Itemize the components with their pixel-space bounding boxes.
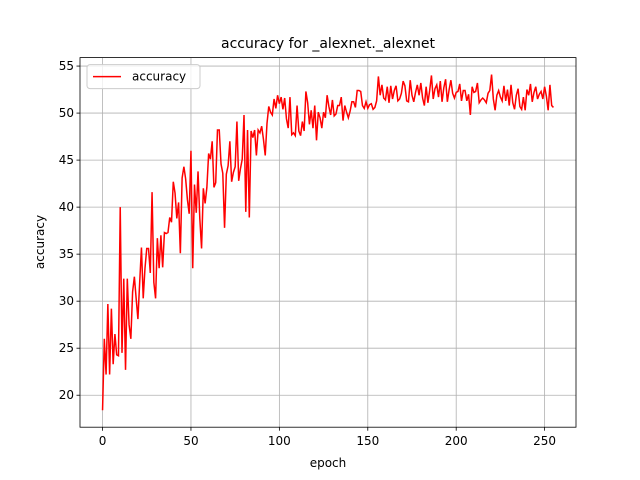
y-tick-label: 50 bbox=[59, 106, 74, 120]
plot-frame bbox=[79, 57, 577, 428]
legend-box bbox=[86, 64, 201, 90]
chart-title: accuracy for _alexnet._alexnet bbox=[221, 36, 435, 52]
x-tick-label: 50 bbox=[183, 434, 198, 448]
data-line bbox=[101, 74, 554, 411]
y-axis-label: accuracy bbox=[33, 215, 47, 269]
x-tick-label: 100 bbox=[268, 434, 291, 448]
x-tick-label: 250 bbox=[533, 434, 556, 448]
x-tick-label: 150 bbox=[356, 434, 379, 448]
legend-label: accuracy bbox=[132, 70, 186, 84]
y-tick-label: 55 bbox=[59, 59, 74, 73]
y-tick-label: 35 bbox=[59, 247, 74, 261]
x-tick-label: 0 bbox=[99, 434, 107, 448]
y-tick-label: 30 bbox=[59, 294, 74, 308]
y-tick-label: 20 bbox=[59, 388, 74, 402]
y-tick-label: 25 bbox=[59, 341, 74, 355]
y-tick-label: 45 bbox=[59, 153, 74, 167]
y-tick-label: 40 bbox=[59, 200, 74, 214]
x-tick-label: 200 bbox=[445, 434, 468, 448]
x-axis-label: epoch bbox=[310, 456, 347, 470]
